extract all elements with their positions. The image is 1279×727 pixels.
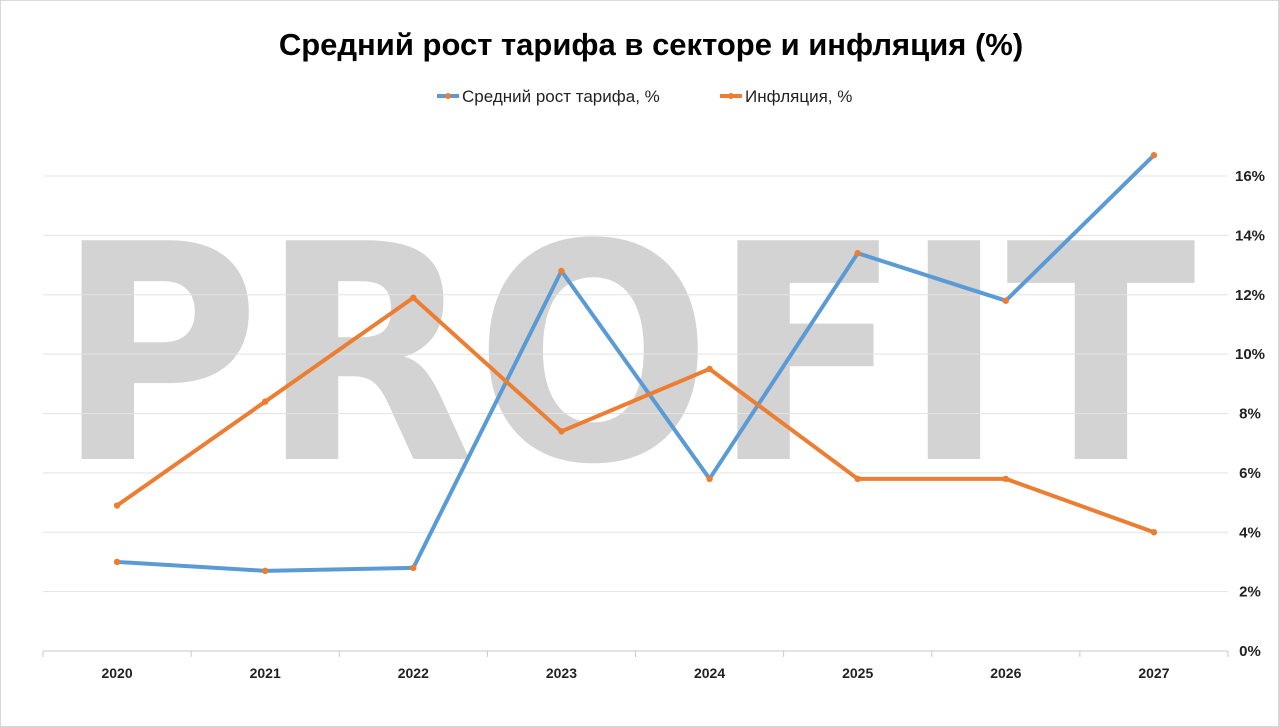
legend-marker xyxy=(445,93,451,99)
x-tick-label: 2021 xyxy=(250,665,281,681)
x-tick-label: 2022 xyxy=(398,665,429,681)
data-point xyxy=(410,294,417,301)
legend-label: Инфляция, % xyxy=(745,87,852,106)
data-point xyxy=(1150,529,1158,536)
series-line xyxy=(115,153,1156,573)
x-tick-label: 2023 xyxy=(546,665,577,681)
data-point xyxy=(558,428,565,435)
chart-title: Средний рост тарифа в секторе и инфляция… xyxy=(279,27,1023,62)
legend-label: Средний рост тарифа, % xyxy=(462,87,660,106)
data-point xyxy=(706,365,713,373)
data-point xyxy=(113,502,121,509)
data-point xyxy=(1002,475,1010,483)
y-tick-label: 2% xyxy=(1239,584,1261,601)
data-point xyxy=(410,564,417,572)
x-tick-label: 2027 xyxy=(1138,665,1169,681)
series-line xyxy=(115,295,1156,535)
y-tick-label: 6% xyxy=(1239,465,1261,482)
x-tick-label: 2026 xyxy=(990,665,1021,681)
y-tick-label: 10% xyxy=(1235,346,1265,363)
data-point xyxy=(113,558,121,566)
x-tick-label: 2020 xyxy=(101,665,132,681)
data-point xyxy=(261,567,269,575)
y-tick-label: 8% xyxy=(1239,406,1261,423)
series-lines xyxy=(113,152,1158,575)
y-tick-label: 0% xyxy=(1239,643,1261,660)
watermark-text: PROFIT xyxy=(56,181,1197,530)
series-1 xyxy=(113,152,1158,575)
y-tick-label: 14% xyxy=(1235,227,1265,244)
y-tick-label: 4% xyxy=(1239,524,1261,541)
data-point xyxy=(261,398,269,405)
data-point xyxy=(558,267,565,275)
x-tick-label: 2025 xyxy=(842,665,873,681)
data-point xyxy=(854,249,861,257)
y-tick-label: 16% xyxy=(1235,168,1265,185)
gridlines xyxy=(43,175,1228,593)
legend: Средний рост тарифа, % Инфляция, % xyxy=(437,87,852,106)
data-point xyxy=(1002,297,1010,304)
legend-item: Инфляция, % xyxy=(720,87,852,106)
x-tick-label: 2024 xyxy=(694,665,725,681)
y-tick-label: 12% xyxy=(1235,287,1265,304)
data-point xyxy=(706,475,713,483)
series-2 xyxy=(113,294,1158,536)
data-point xyxy=(854,475,861,483)
legend-item: Средний рост тарифа, % xyxy=(437,87,660,106)
legend-marker xyxy=(728,93,734,99)
data-point xyxy=(1150,152,1158,159)
